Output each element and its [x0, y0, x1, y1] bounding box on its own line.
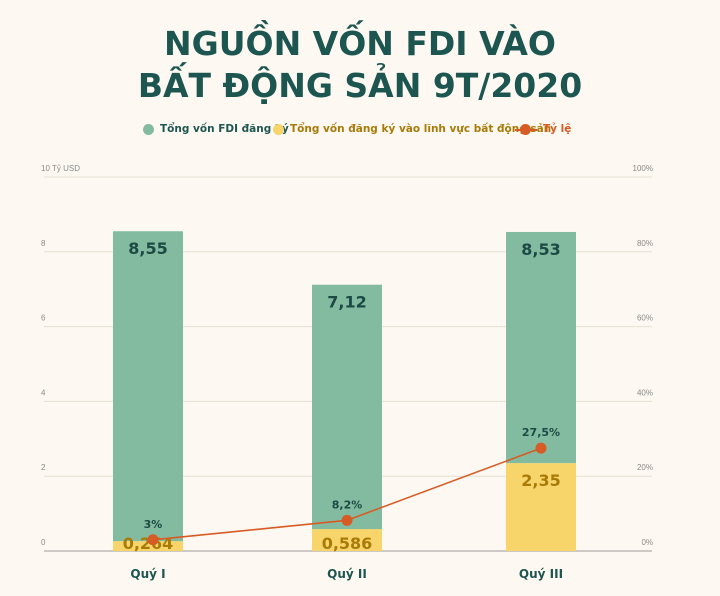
- y-left-tick-label: 4: [41, 388, 46, 397]
- ratio-point: [341, 514, 353, 526]
- legend-item-ratio: Tỷ lệ: [515, 123, 571, 135]
- legend-ratio-marker: [515, 123, 537, 135]
- realestate-value-label: 0,264: [123, 534, 174, 553]
- chart-title-line-2: BẤT ĐỘNG SẢN 9T/2020: [137, 66, 583, 105]
- legend-item-fdi: Tổng vốn FDI đăng ký: [143, 123, 289, 135]
- realestate-value-label: 0,586: [322, 534, 373, 553]
- y-left-tick-label: 6: [41, 314, 46, 323]
- ratio-value-label: 27,5%: [522, 426, 560, 439]
- y-left-axis-label: 10 Tỷ USD: [41, 164, 80, 173]
- realestate-value-label: 2,35: [521, 471, 560, 490]
- y-left-tick-label: 2: [41, 463, 46, 472]
- legend: Tổng vốn FDI đăng ký Tổng vốn đăng ký và…: [0, 123, 720, 141]
- chart-title-line-1: NGUỒN VỐN FDI VÀO: [164, 24, 556, 63]
- legend-realestate-label: Tổng vốn đăng ký vào lĩnh vực bất động s…: [290, 123, 552, 135]
- y-right-tick-label: 20%: [637, 463, 653, 472]
- ratio-value-label: 3%: [144, 518, 163, 531]
- bar-realestate-segment: [312, 529, 382, 551]
- y-right-tick-label: 60%: [637, 314, 653, 323]
- legend-fdi-label: Tổng vốn FDI đăng ký: [160, 123, 289, 135]
- legend-ratio-label: Tỷ lệ: [543, 123, 572, 135]
- y-right-tick-label: 100%: [633, 164, 653, 173]
- fdi-value-label: 8,55: [128, 239, 167, 258]
- x-category-label: Quý I: [130, 567, 165, 581]
- ratio-value-label: 8,2%: [332, 498, 363, 511]
- bar-realestate-segment: [506, 463, 576, 551]
- fdi-value-label: 8,53: [521, 240, 560, 259]
- bar-fdi-segment: [506, 231, 576, 464]
- legend-realestate-swatch: [273, 123, 284, 135]
- x-category-label: Quý III: [519, 567, 563, 581]
- y-right-tick-label: 80%: [637, 239, 653, 248]
- bar-fdi-segment: [113, 231, 183, 542]
- ratio-point: [147, 534, 159, 546]
- y-left-tick-label: 8: [41, 239, 46, 248]
- legend-item-realestate: Tổng vốn đăng ký vào lĩnh vực bất động s…: [273, 123, 551, 135]
- fdi-value-label: 7,12: [327, 293, 366, 312]
- y-right-tick-label: 0%: [641, 538, 653, 547]
- legend-fdi-swatch: [143, 123, 154, 135]
- y-right-tick-label: 40%: [637, 388, 653, 397]
- y-left-tick-label: 0: [41, 538, 46, 547]
- bar-fdi-segment: [312, 284, 382, 530]
- bar-realestate-segment: [113, 541, 183, 551]
- ratio-point: [535, 442, 547, 454]
- x-category-label: Quý II: [327, 567, 367, 581]
